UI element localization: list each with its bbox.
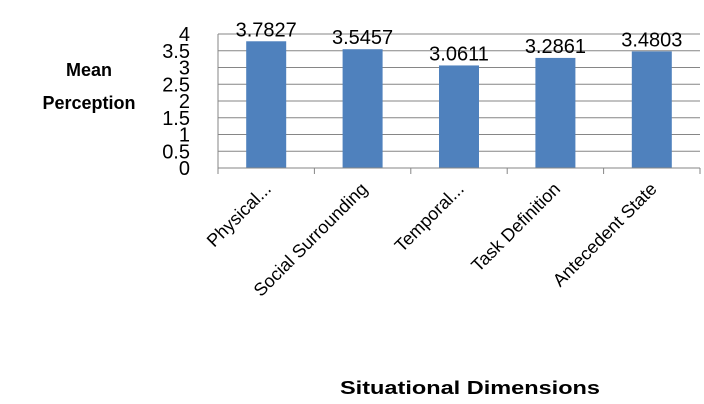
x-axis-title: Situational Dimensions (340, 378, 600, 398)
y-tick-label: 1 (179, 125, 190, 147)
category-label: Temporal... (391, 179, 468, 256)
category-label: Physical... (203, 179, 275, 251)
data-label: 3.0611 (429, 43, 489, 65)
y-tick-label: 0.5 (162, 141, 190, 163)
y-tick-label: 4 (179, 24, 190, 46)
bar (342, 49, 383, 168)
data-labels: 3.7827 3.5457 3.0611 3.2861 3.4803 (236, 19, 683, 65)
y-tick-label: 2.5 (162, 74, 190, 96)
bar (439, 65, 479, 168)
bar (246, 41, 287, 168)
y-axis-title-line-1: Mean (66, 60, 112, 80)
data-label: 3.4803 (621, 29, 682, 51)
category-label: Antecedent State (549, 179, 661, 291)
axes (217, 34, 701, 174)
bar (535, 57, 576, 168)
y-tick-label: 0 (179, 158, 190, 180)
bar (631, 51, 672, 168)
y-tick-labels: 00.511.522.533.54 (162, 24, 190, 180)
y-axis-title-line-2: Perception (42, 93, 135, 113)
data-label: 3.2861 (525, 36, 586, 58)
y-tick-label: 1.5 (162, 108, 190, 130)
bars (246, 41, 672, 168)
category-labels: Physical...Social Surrounding Temporal...… (203, 179, 661, 301)
y-tick-label: 3.5 (162, 41, 190, 63)
category-label: Task Definition (467, 179, 564, 276)
y-tick-label: 3 (179, 58, 190, 80)
data-label: 3.5457 (332, 27, 393, 49)
data-label: 3.7827 (236, 19, 297, 41)
y-tick-label: 2 (179, 91, 190, 113)
